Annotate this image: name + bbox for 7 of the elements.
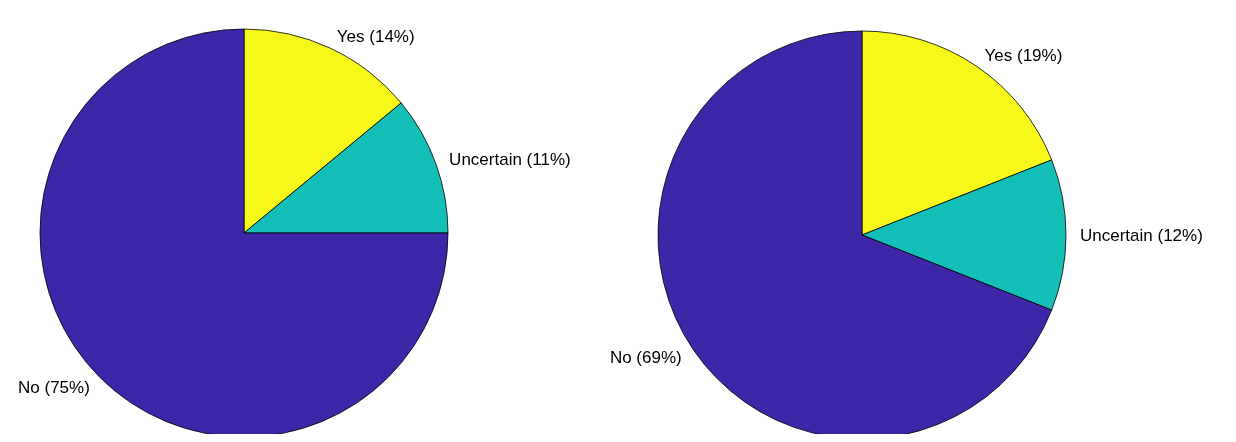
slice-label: No (75%) <box>18 378 90 398</box>
slice-label: No (69%) <box>609 348 682 368</box>
slice-label: Yes (14%) <box>336 26 415 46</box>
slice-label: Uncertain (12%) <box>1080 225 1203 245</box>
pie-slice <box>39 28 449 434</box>
slice-label: Yes (19%) <box>984 45 1063 65</box>
slice-label: Uncertain (11%) <box>449 150 571 170</box>
